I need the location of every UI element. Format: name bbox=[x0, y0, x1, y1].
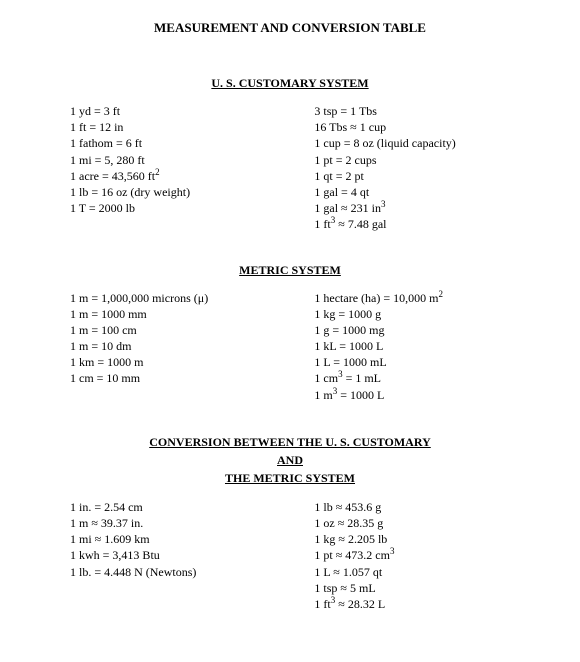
conversion-row: 1 in. = 2.54 cm bbox=[70, 499, 314, 515]
conversion-row: 1 km = 1000 m bbox=[70, 354, 314, 370]
conversion-row: 1 kg ≈ 2.205 lb bbox=[314, 531, 540, 547]
conversion-row: 1 g = 1000 mg bbox=[314, 322, 540, 338]
conversion-row: 3 tsp = 1 Tbs bbox=[314, 103, 540, 119]
conversion-row: 1 L = 1000 mL bbox=[314, 354, 540, 370]
conversion-row: 1 cm = 10 mm bbox=[70, 370, 314, 386]
conversion-row: 1 pt ≈ 473.2 cm3 bbox=[314, 547, 540, 563]
metric-section: 1 m = 1,000,000 microns (μ) 1 m = 1000 m… bbox=[70, 290, 540, 403]
conversion-row: 1 mi = 5, 280 ft bbox=[70, 152, 314, 168]
metric-left-column: 1 m = 1,000,000 microns (μ) 1 m = 1000 m… bbox=[70, 290, 314, 403]
conversion-row: 1 lb = 16 oz (dry weight) bbox=[70, 184, 314, 200]
conversion-row: 1 tsp ≈ 5 mL bbox=[314, 580, 540, 596]
conversion-row: 1 m = 10 dm bbox=[70, 338, 314, 354]
conversion-row: 1 lb. = 4.448 N (Newtons) bbox=[70, 564, 314, 580]
page-title: MEASUREMENT AND CONVERSION TABLE bbox=[40, 20, 540, 36]
conv-title-line: AND bbox=[277, 453, 303, 467]
conversion-row: 1 qt = 2 pt bbox=[314, 168, 540, 184]
conversion-row: 1 ft = 12 in bbox=[70, 119, 314, 135]
conversion-row: 1 m ≈ 39.37 in. bbox=[70, 515, 314, 531]
metric-right-column: 1 hectare (ha) = 10,000 m2 1 kg = 1000 g… bbox=[314, 290, 540, 403]
conversion-row: 1 ft3 ≈ 7.48 gal bbox=[314, 216, 540, 232]
conversion-row: 1 kg = 1000 g bbox=[314, 306, 540, 322]
conversion-row: 1 mi ≈ 1.609 km bbox=[70, 531, 314, 547]
conv-title-line: CONVERSION BETWEEN THE U. S. CUSTOMARY bbox=[149, 435, 431, 449]
conversion-row: 1 gal = 4 qt bbox=[314, 184, 540, 200]
conversion-row: 1 m = 1000 mm bbox=[70, 306, 314, 322]
conversion-section: 1 in. = 2.54 cm 1 m ≈ 39.37 in. 1 mi ≈ 1… bbox=[70, 499, 540, 612]
conv-left-column: 1 in. = 2.54 cm 1 m ≈ 39.37 in. 1 mi ≈ 1… bbox=[70, 499, 314, 612]
conversion-row: 1 oz ≈ 28.35 g bbox=[314, 515, 540, 531]
conversion-row: 1 m = 1,000,000 microns (μ) bbox=[70, 290, 314, 306]
conversion-row: 1 L ≈ 1.057 qt bbox=[314, 564, 540, 580]
conversion-row: 1 fathom = 6 ft bbox=[70, 135, 314, 151]
conversion-row: 1 ft3 ≈ 28.32 L bbox=[314, 596, 540, 612]
section-title-metric: METRIC SYSTEM bbox=[40, 263, 540, 278]
conversion-row: 1 kL = 1000 L bbox=[314, 338, 540, 354]
conversion-row: 1 cm3 = 1 mL bbox=[314, 370, 540, 386]
us-customary-section: 1 yd = 3 ft 1 ft = 12 in 1 fathom = 6 ft… bbox=[70, 103, 540, 233]
conversion-row: 1 m = 100 cm bbox=[70, 322, 314, 338]
section-title-us: U. S. CUSTOMARY SYSTEM bbox=[40, 76, 540, 91]
conversion-row: 1 acre = 43,560 ft2 bbox=[70, 168, 314, 184]
conversion-row: 16 Tbs ≈ 1 cup bbox=[314, 119, 540, 135]
conversion-row: 1 pt = 2 cups bbox=[314, 152, 540, 168]
conversion-row: 1 gal ≈ 231 in3 bbox=[314, 200, 540, 216]
conversion-row: 1 m3 = 1000 L bbox=[314, 387, 540, 403]
conv-title-line: THE METRIC SYSTEM bbox=[225, 471, 355, 485]
us-left-column: 1 yd = 3 ft 1 ft = 12 in 1 fathom = 6 ft… bbox=[70, 103, 314, 233]
conv-right-column: 1 lb ≈ 453.6 g 1 oz ≈ 28.35 g 1 kg ≈ 2.2… bbox=[314, 499, 540, 612]
conversion-row: 1 lb ≈ 453.6 g bbox=[314, 499, 540, 515]
us-right-column: 3 tsp = 1 Tbs 16 Tbs ≈ 1 cup 1 cup = 8 o… bbox=[314, 103, 540, 233]
conversion-row: 1 T = 2000 lb bbox=[70, 200, 314, 216]
conversion-row: 1 hectare (ha) = 10,000 m2 bbox=[314, 290, 540, 306]
conversion-row: 1 kwh = 3,413 Btu bbox=[70, 547, 314, 563]
section-title-conversion: CONVERSION BETWEEN THE U. S. CUSTOMARY A… bbox=[40, 433, 540, 487]
conversion-row: 1 yd = 3 ft bbox=[70, 103, 314, 119]
conversion-row: 1 cup = 8 oz (liquid capacity) bbox=[314, 135, 540, 151]
